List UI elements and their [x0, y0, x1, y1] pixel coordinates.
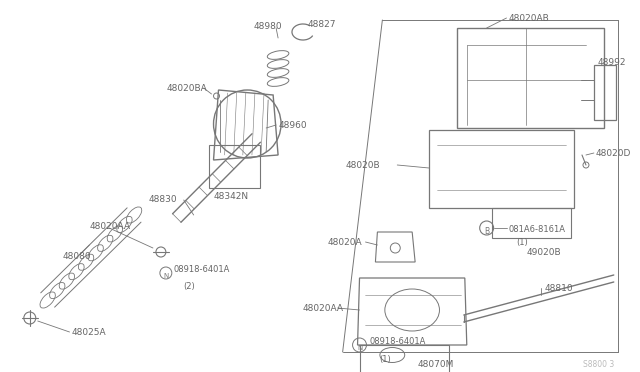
Text: 48810: 48810 — [544, 284, 573, 293]
Text: 48020AA: 48020AA — [90, 222, 131, 231]
Bar — [457, 28, 604, 128]
Text: 48020AB: 48020AB — [509, 14, 549, 23]
Text: 48827: 48827 — [308, 20, 337, 29]
Text: 48020BA: 48020BA — [167, 84, 207, 93]
Text: 48980: 48980 — [253, 22, 282, 31]
Bar — [360, 345, 449, 372]
Text: 48020D: 48020D — [596, 149, 631, 158]
Text: 081A6-8161A: 081A6-8161A — [509, 225, 566, 234]
Text: 08918-6401A: 08918-6401A — [369, 337, 426, 346]
Text: 48020AA: 48020AA — [303, 304, 344, 313]
Text: 49020B: 49020B — [526, 248, 561, 257]
Text: N: N — [163, 273, 168, 279]
Text: 48020B: 48020B — [346, 161, 380, 170]
Text: 48020A: 48020A — [328, 238, 362, 247]
Bar — [209, 145, 260, 188]
Text: 48070M: 48070M — [417, 360, 454, 369]
Text: 08918-6401A: 08918-6401A — [174, 266, 230, 275]
Bar — [594, 65, 616, 120]
Text: (1): (1) — [380, 355, 391, 364]
Text: 48025A: 48025A — [72, 328, 106, 337]
Text: 48342N: 48342N — [214, 192, 249, 201]
Text: (1): (1) — [516, 238, 528, 247]
Text: 48992: 48992 — [598, 58, 627, 67]
Text: 48830: 48830 — [149, 195, 177, 204]
Text: B: B — [484, 227, 489, 235]
Text: 48080: 48080 — [63, 252, 91, 261]
Text: S8800 3: S8800 3 — [582, 360, 614, 369]
Text: (2): (2) — [184, 282, 195, 291]
Bar — [492, 208, 571, 238]
Text: 48960: 48960 — [278, 121, 307, 130]
Text: N: N — [357, 345, 362, 351]
